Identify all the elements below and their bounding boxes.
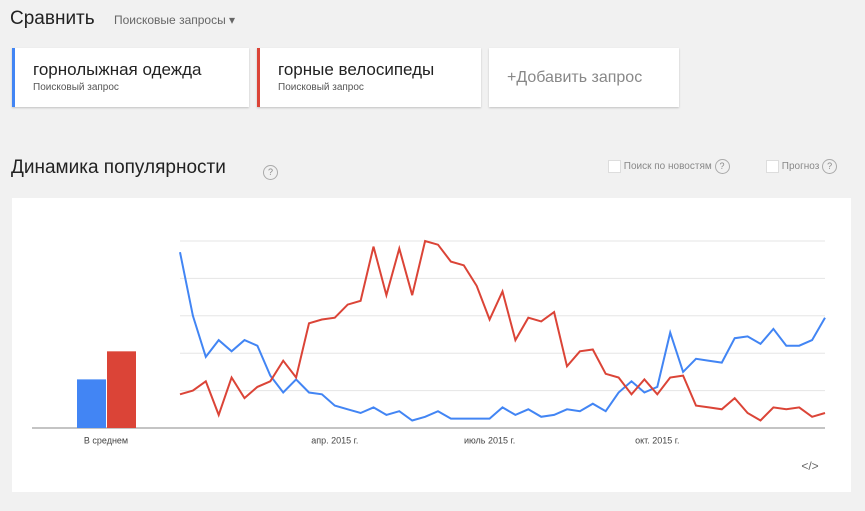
chart-panel (12, 198, 851, 492)
dropdown[interactable]: Поисковые запросы ▾ (114, 13, 236, 27)
average-bar (77, 379, 106, 428)
checkbox[interactable] (766, 159, 779, 173)
option[interactable]: Поиск по новостям ? (608, 159, 730, 174)
checkbox[interactable] (608, 159, 621, 173)
average-bar (107, 351, 136, 428)
add-term-label: +Добавить запрос (507, 69, 643, 86)
average-label: В среднем (84, 435, 128, 445)
term-name: горнолыжная одежда (33, 60, 202, 79)
help-icon[interactable]: ? (714, 159, 730, 174)
line (179, 239, 826, 422)
x-tick-label: июль 2015 г. (464, 435, 515, 445)
line (179, 252, 826, 422)
add-term[interactable]: +Добавить запрос (489, 48, 679, 107)
x-tick-label: апр. 2015 г. (311, 435, 358, 445)
x-tick-label: окт. 2015 г. (635, 435, 679, 445)
term-subtitle: Поисковый запрос (278, 82, 364, 93)
term-name: горные велосипеды (278, 60, 435, 79)
option[interactable]: Прогноз ? (766, 159, 838, 174)
term-card[interactable]: горнолыжная одежда Поисковый запрос (12, 48, 249, 107)
header-title: Сравнить (10, 8, 95, 29)
embed-icon[interactable]: </> (801, 459, 818, 473)
help-icon[interactable]: ? (263, 165, 278, 180)
help-icon[interactable]: ? (822, 159, 838, 174)
dropdown-label[interactable]: Поисковые запросы (114, 13, 226, 27)
option-label: Поиск по новостям (623, 161, 712, 172)
option-label: Прогноз (781, 161, 820, 172)
term-subtitle: Поисковый запрос (33, 82, 119, 93)
term-card[interactable]: горные велосипеды Поисковый запрос (257, 48, 481, 107)
section-title: Динамика популярности (11, 157, 226, 178)
